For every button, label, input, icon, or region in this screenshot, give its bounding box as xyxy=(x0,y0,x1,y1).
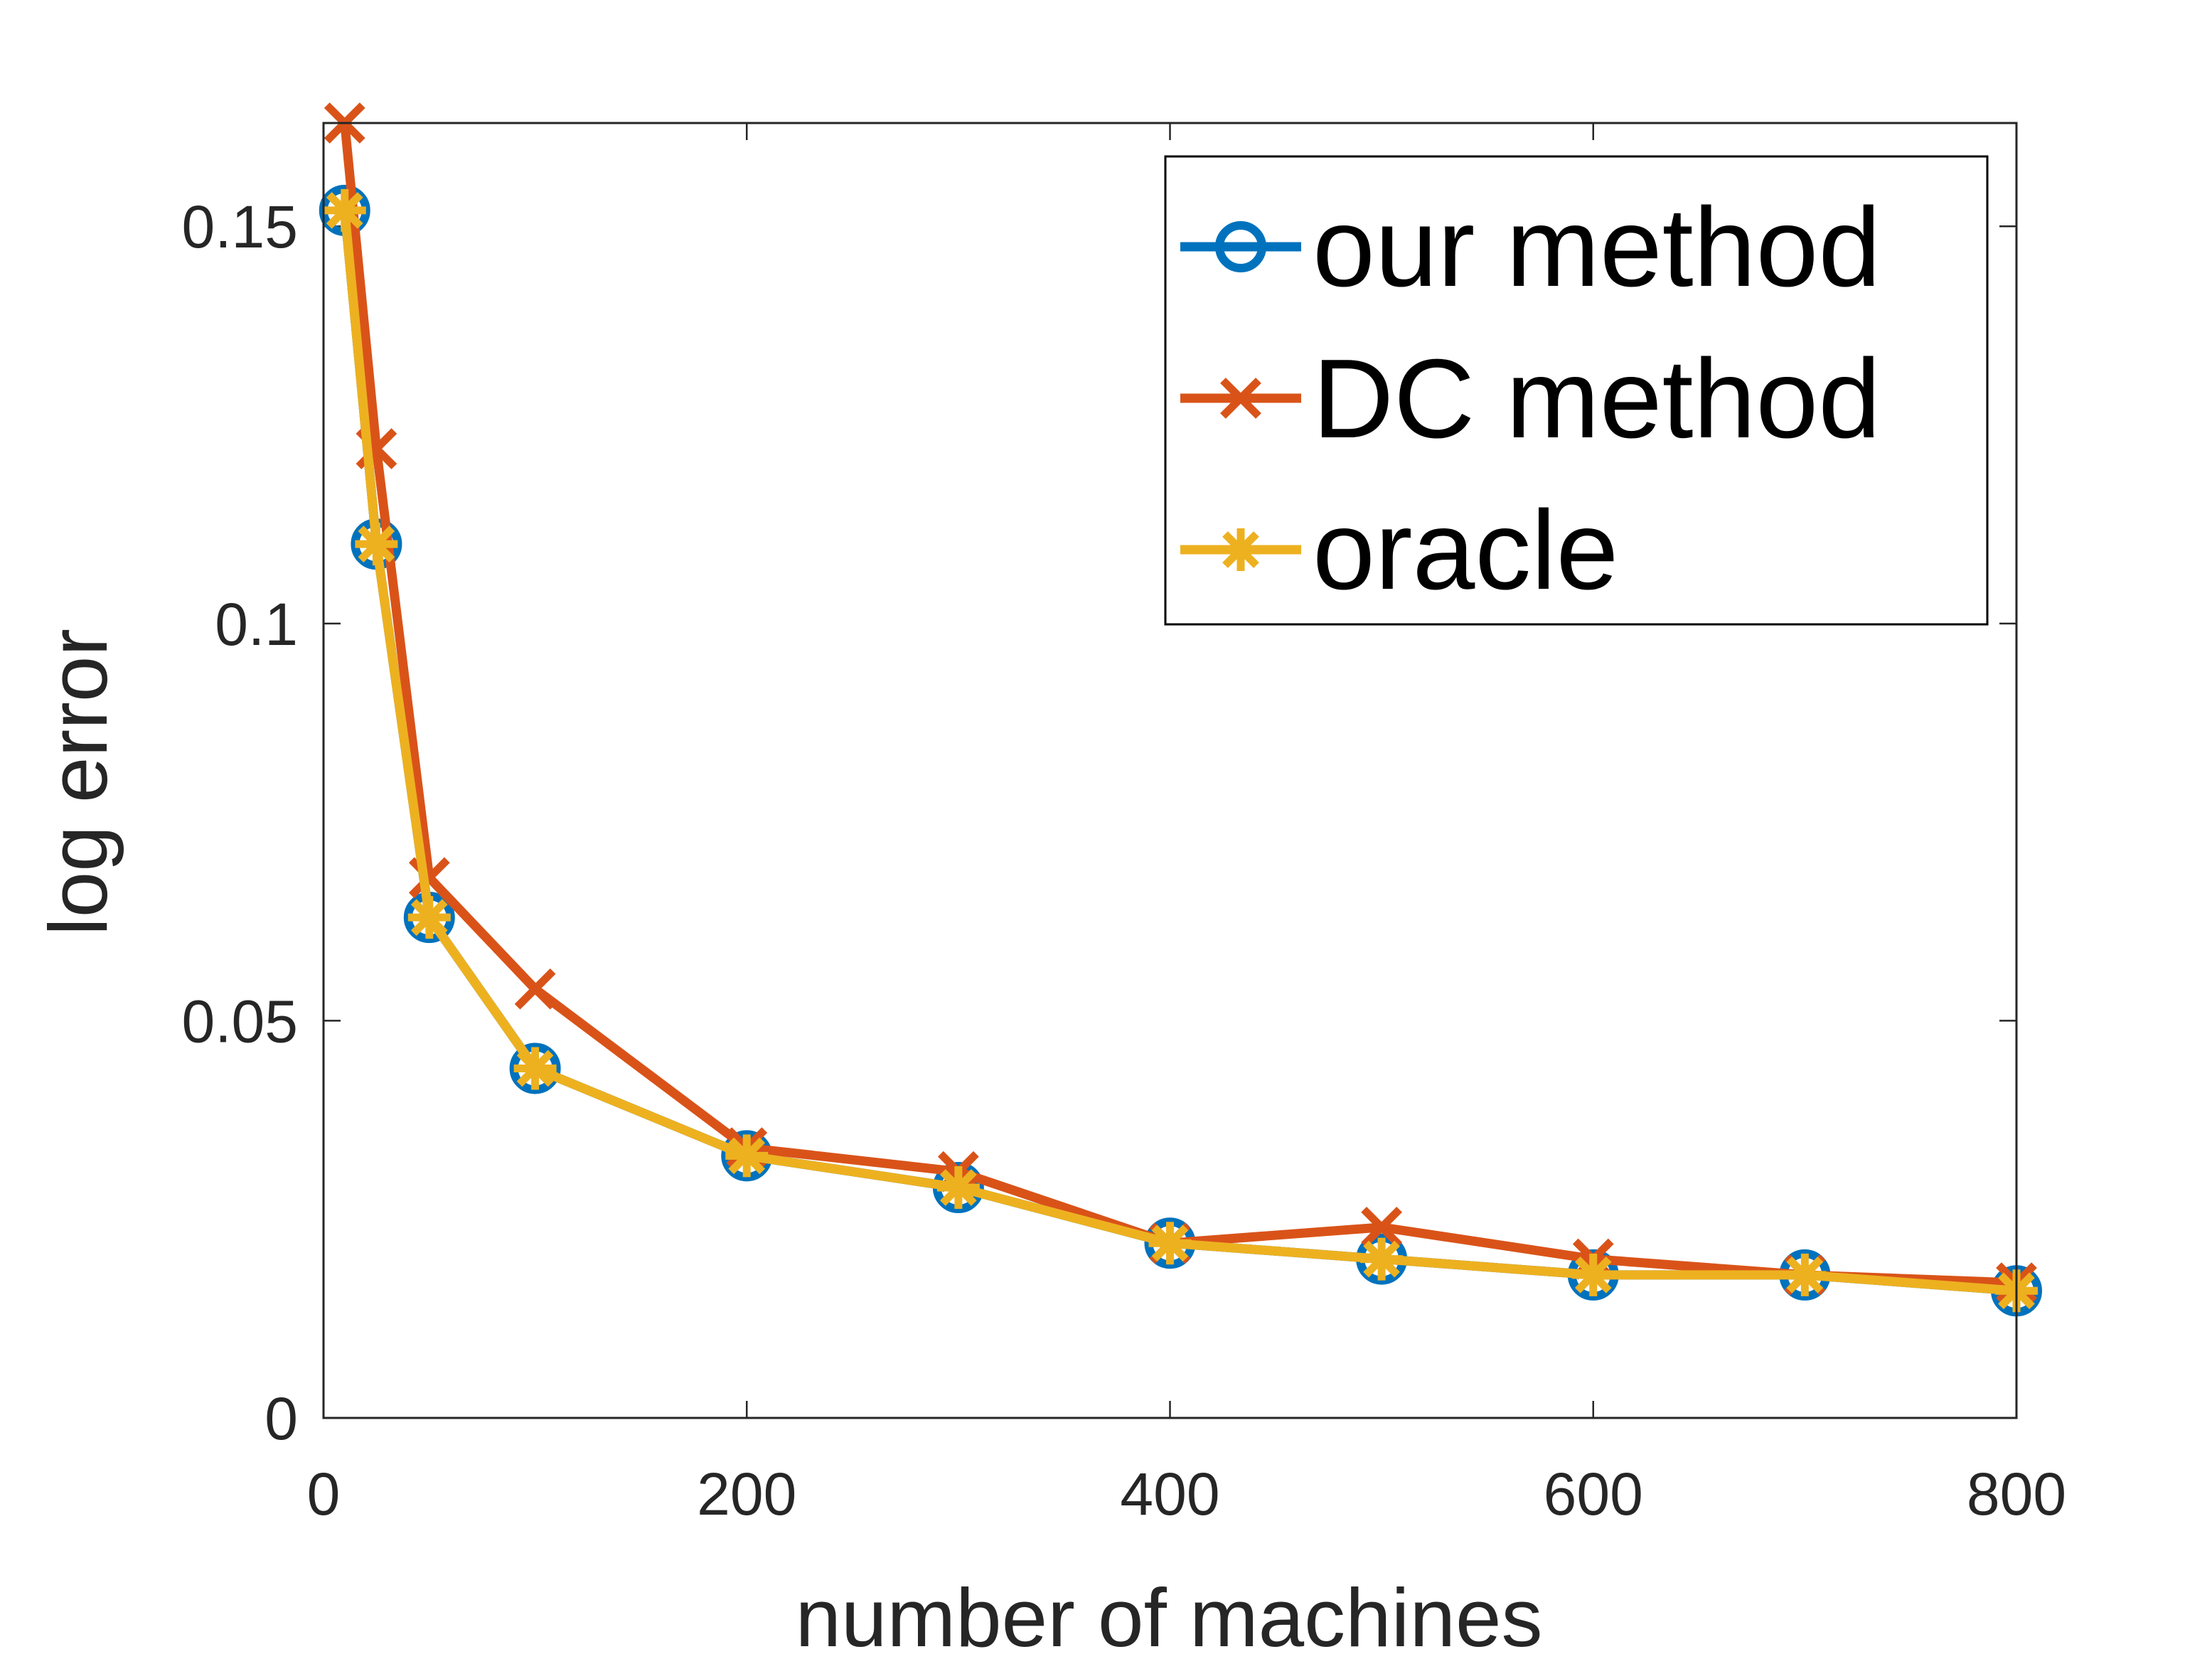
asterisk-marker xyxy=(936,1166,980,1210)
data-point xyxy=(1148,1222,1192,1265)
legend-label: oracle xyxy=(1313,488,1618,613)
axes: 0 200 400 600 800 0 0.05 0.1 0.15 xyxy=(182,123,2066,1527)
asterisk-marker xyxy=(323,188,366,232)
data-point xyxy=(1783,1253,1827,1296)
x-tick-label: 200 xyxy=(697,1461,796,1527)
data-point xyxy=(1360,1237,1404,1281)
data-point xyxy=(355,523,398,566)
legend-marker xyxy=(1219,528,1262,571)
y-axis-title: log error xyxy=(32,629,124,936)
legend-entry: our method xyxy=(1180,185,1881,310)
y-tick-label: 0.15 xyxy=(182,193,299,260)
plot-frame xyxy=(322,122,2018,1419)
asterisk-marker xyxy=(1571,1253,1615,1296)
legend-label: our method xyxy=(1313,185,1881,310)
data-point xyxy=(407,896,451,939)
plot-box xyxy=(322,122,2018,1419)
x-tick-label: 0 xyxy=(307,1461,341,1527)
x-marker xyxy=(514,968,556,1010)
asterisk-marker xyxy=(1360,1237,1404,1281)
asterisk-marker xyxy=(1219,528,1262,571)
data-point xyxy=(513,1047,557,1090)
x-tick-label: 400 xyxy=(1120,1461,1219,1527)
data-point xyxy=(1361,1206,1403,1248)
data-point xyxy=(936,1166,980,1210)
legend-label: DC method xyxy=(1313,336,1881,462)
series-layer xyxy=(319,102,2042,1317)
asterisk-marker xyxy=(407,896,451,939)
asterisk-marker xyxy=(355,523,398,566)
y-tick-label: 0.1 xyxy=(215,591,298,658)
data-point xyxy=(514,968,556,1010)
x-tick-label: 800 xyxy=(1967,1461,2066,1527)
series-oracle xyxy=(323,188,2038,1313)
y-tick-label: 0.05 xyxy=(182,988,299,1055)
x-tick-label: 600 xyxy=(1544,1461,1643,1527)
legend-box xyxy=(1164,155,1989,626)
data-point xyxy=(1571,1253,1615,1296)
asterisk-marker xyxy=(1783,1253,1827,1296)
x-marker xyxy=(1361,1206,1403,1248)
legend-entry: DC method xyxy=(1180,336,1881,462)
x-axis-title: number of machines xyxy=(796,1572,1543,1659)
y-tick-label: 0 xyxy=(265,1385,298,1452)
legend-marker xyxy=(1215,221,1266,272)
asterisk-marker xyxy=(1148,1222,1192,1265)
data-point xyxy=(323,188,366,232)
data-point xyxy=(725,1134,769,1178)
legend-marker xyxy=(1220,378,1261,419)
circle-marker xyxy=(1215,221,1266,272)
asterisk-marker xyxy=(725,1134,769,1178)
legend-entry: oracle xyxy=(1180,488,1618,613)
legend: our method DC method oracle xyxy=(1164,155,1989,626)
x-marker xyxy=(1220,378,1261,419)
asterisk-marker xyxy=(513,1047,557,1090)
